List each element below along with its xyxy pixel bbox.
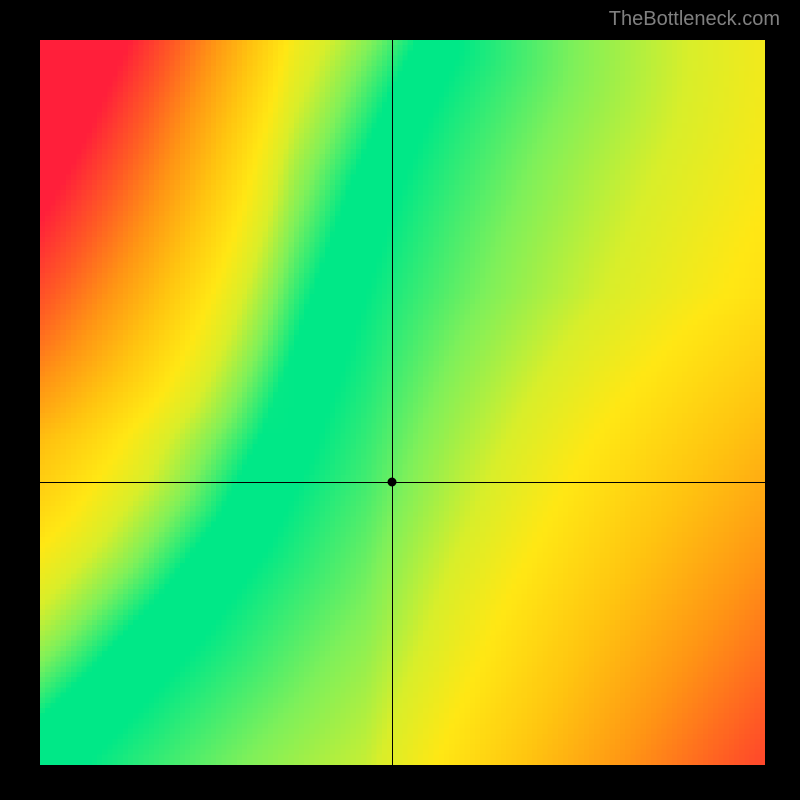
crosshair-vertical bbox=[392, 40, 393, 765]
crosshair-horizontal bbox=[40, 482, 765, 483]
heatmap-plot bbox=[40, 40, 765, 765]
marker-dot bbox=[387, 478, 396, 487]
heatmap-canvas bbox=[40, 40, 765, 765]
watermark-text: TheBottleneck.com bbox=[609, 8, 780, 31]
chart-container: TheBottleneck.com bbox=[0, 0, 800, 800]
